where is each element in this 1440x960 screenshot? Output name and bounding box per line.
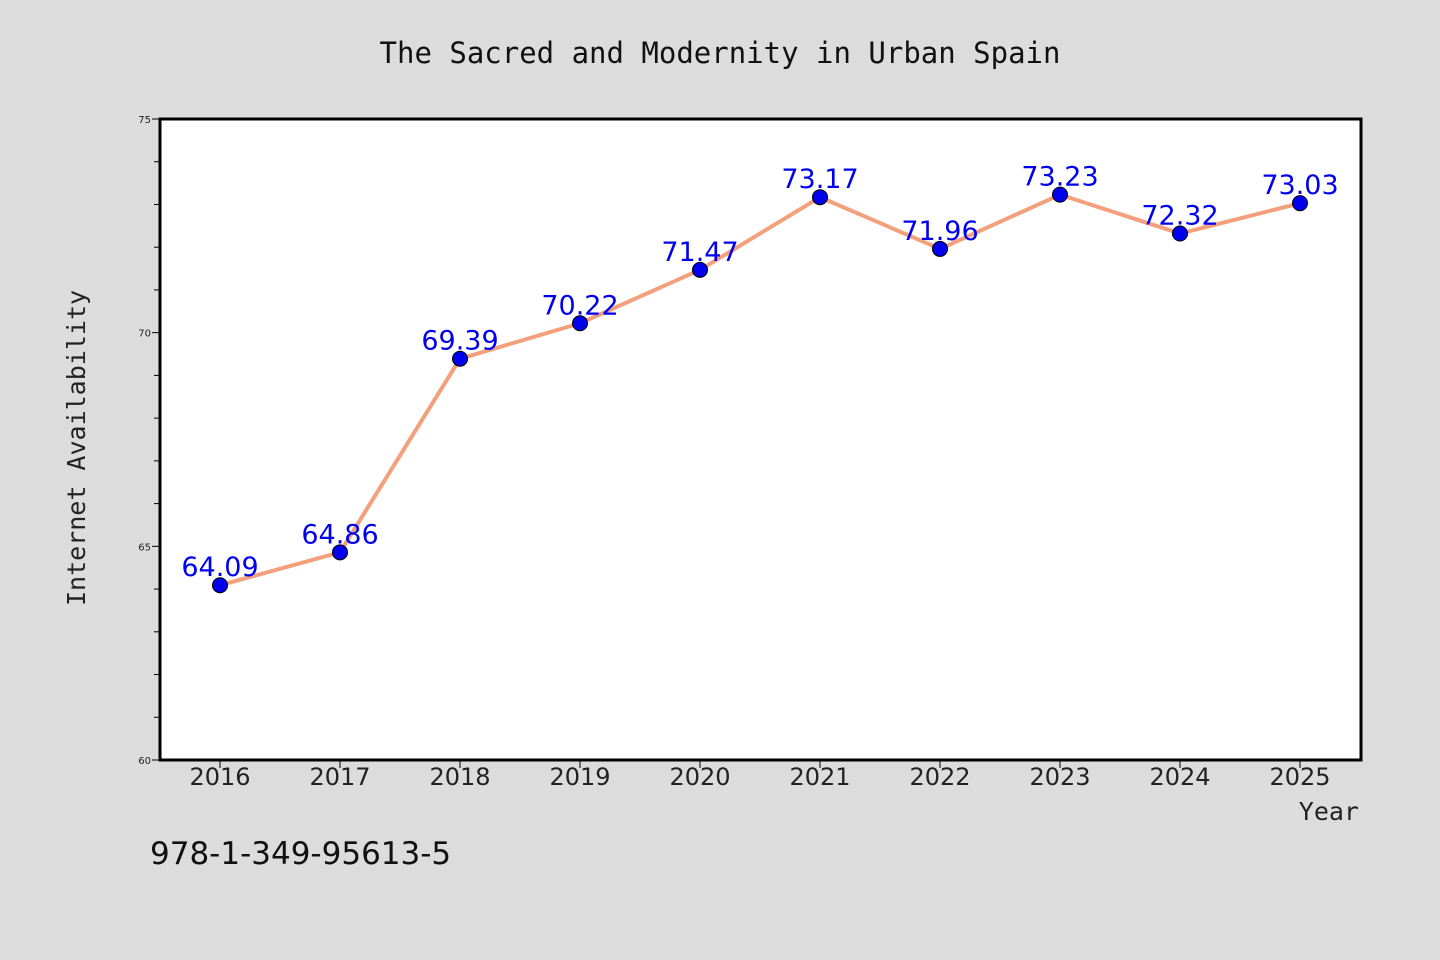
y-tick-label: 60 bbox=[138, 756, 151, 767]
x-tick-label: 2023 bbox=[1029, 763, 1090, 791]
data-label: 69.39 bbox=[421, 326, 498, 357]
y-tick-label: 70 bbox=[138, 329, 151, 340]
data-point bbox=[692, 261, 708, 278]
data-point bbox=[1172, 225, 1188, 242]
data-label: 71.47 bbox=[661, 237, 738, 268]
data-label: 70.22 bbox=[541, 290, 618, 321]
series-layer bbox=[212, 186, 1308, 594]
series-line bbox=[218, 192, 1302, 588]
data-label: 72.32 bbox=[1141, 201, 1218, 232]
x-tick-label: 2020 bbox=[669, 763, 730, 791]
y-axis: 60 65 70 75 bbox=[138, 115, 160, 767]
y-axis-title: Internet Availability bbox=[62, 290, 91, 606]
y-tick-label: 65 bbox=[138, 542, 151, 553]
data-point bbox=[332, 544, 348, 561]
data-label: 64.86 bbox=[301, 519, 378, 550]
x-tick-label: 2018 bbox=[429, 763, 490, 791]
chart-title: The Sacred and Modernity in Urban Spain bbox=[380, 36, 1061, 70]
x-tick-label: 2024 bbox=[1149, 763, 1210, 791]
x-tick-label: 2017 bbox=[309, 763, 370, 791]
data-point bbox=[1292, 195, 1308, 212]
data-label: 73.17 bbox=[781, 164, 858, 195]
x-tick-label: 2025 bbox=[1269, 763, 1330, 791]
x-tick-label: 2019 bbox=[549, 763, 610, 791]
data-label-layer: 64.09 64.86 69.39 70.22 71.47 73.17 71.96 73.23… bbox=[181, 162, 1338, 584]
data-label: 64.09 bbox=[181, 552, 258, 583]
x-axis-title: Year bbox=[1299, 797, 1359, 826]
isbn-number: 978-1-349-95613-5 bbox=[150, 836, 451, 872]
data-label: 71.96 bbox=[901, 216, 978, 247]
x-tick-label: 2016 bbox=[189, 763, 250, 791]
data-point bbox=[932, 240, 948, 257]
data-label: 73.23 bbox=[1021, 162, 1098, 193]
data-label: 73.03 bbox=[1261, 170, 1338, 201]
x-axis: 2016 2017 2018 2019 2020 2021 2022 2023 2024 2025 bbox=[189, 760, 1331, 791]
x-tick-label: 2021 bbox=[789, 763, 850, 791]
data-point bbox=[212, 577, 228, 594]
y-tick-label: 75 bbox=[138, 115, 151, 126]
data-point bbox=[452, 350, 468, 367]
x-tick-label: 2022 bbox=[909, 763, 970, 791]
data-point bbox=[1052, 186, 1068, 203]
data-point bbox=[812, 189, 828, 206]
data-point bbox=[572, 315, 588, 332]
